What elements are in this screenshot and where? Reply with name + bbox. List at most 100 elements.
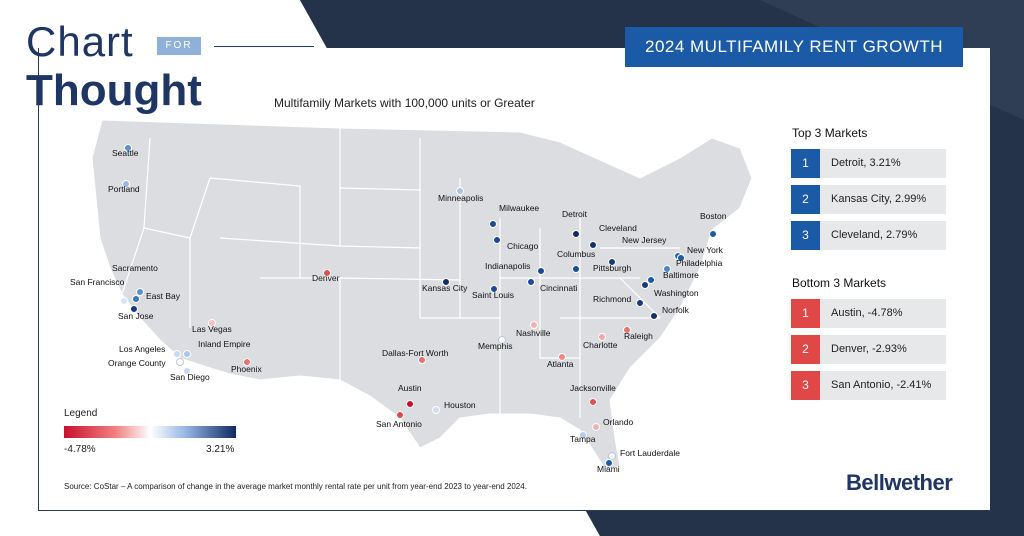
- rank-text: Detroit, 3.21%: [831, 157, 901, 169]
- market-dot: [530, 321, 538, 329]
- market-label: Portland: [108, 184, 140, 194]
- rank-number: 1: [791, 299, 820, 328]
- market-dot: [677, 254, 685, 262]
- market-label: Chicago: [507, 241, 539, 251]
- market-label: Las Vegas: [192, 324, 232, 334]
- market-dot: [641, 281, 649, 289]
- legend-title: Legend: [64, 408, 98, 419]
- market-label: Norfolk: [662, 305, 689, 315]
- market-label: Orange County: [108, 358, 166, 368]
- market-dot: [589, 241, 597, 249]
- source-note: Source: CoStar – A comparison of change …: [64, 482, 527, 491]
- market-label: Denver: [312, 273, 340, 283]
- market-label: Miami: [597, 464, 620, 474]
- market-label: Austin: [398, 383, 422, 393]
- top3-row: 2 Kansas City, 2.99%: [791, 185, 946, 214]
- market-label: Seattle: [112, 148, 139, 158]
- market-label: Fort Lauderdale: [620, 448, 681, 458]
- market-dot: [558, 353, 566, 361]
- market-label: Philadelphia: [676, 258, 723, 268]
- market-dot: [527, 278, 535, 286]
- market-label: Minneapolis: [438, 193, 484, 203]
- market-label: Inland Empire: [198, 339, 251, 349]
- market-dot: [608, 258, 616, 266]
- logo-chart-text: Chart: [26, 18, 134, 65]
- market-dot: [183, 367, 191, 375]
- market-label: Raleigh: [624, 331, 653, 341]
- us-map: [91, 119, 753, 471]
- market-label: Baltimore: [663, 270, 699, 280]
- market-label: Richmond: [593, 294, 632, 304]
- market-label: San Jose: [118, 311, 154, 321]
- bellwether-logo: Bellwether: [846, 470, 953, 495]
- market-label: New Jersey: [622, 235, 667, 245]
- market-label: Indianapolis: [485, 261, 531, 271]
- market-label: Boston: [700, 211, 727, 221]
- market-dot: [176, 358, 184, 366]
- market-label: San Francisco: [70, 277, 125, 287]
- market-label: Orlando: [603, 417, 634, 427]
- market-dot: [406, 400, 414, 408]
- market-dot: [396, 411, 404, 419]
- market-label: Houston: [444, 400, 476, 410]
- market-label: Phoenix: [231, 364, 262, 374]
- bottom3-heading: Bottom 3 Markets: [792, 276, 887, 290]
- market-label: Detroit: [562, 209, 588, 219]
- market-dot: [598, 333, 606, 341]
- rank-text: Austin, -4.78%: [831, 307, 903, 319]
- market-label: Columbus: [557, 249, 596, 259]
- market-dot: [489, 220, 497, 228]
- market-label: East Bay: [146, 291, 181, 301]
- legend-gradient: [64, 426, 236, 438]
- market-dot: [572, 230, 580, 238]
- market-label: Sacramento: [112, 263, 158, 273]
- rank-number: 3: [791, 371, 820, 400]
- market-dot: [579, 431, 587, 439]
- rank-number: 3: [791, 221, 820, 250]
- market-dot: [243, 358, 251, 366]
- market-label: Memphis: [478, 341, 513, 351]
- market-label: San Antonio: [376, 419, 422, 429]
- market-dot: [132, 295, 140, 303]
- market-dot: [124, 144, 132, 152]
- market-label: Dallas-Fort Worth: [382, 348, 449, 358]
- market-dot: [122, 180, 130, 188]
- market-dot: [592, 423, 600, 431]
- bottom3-row: 2 Denver, -2.93%: [791, 335, 946, 364]
- market-label: Jacksonville: [570, 383, 616, 393]
- market-label: Cincinnati: [540, 283, 578, 293]
- logo-for-badge: FOR: [157, 37, 201, 55]
- market-dot: [490, 285, 498, 293]
- map-subtitle: Multifamily Markets with 100,000 units o…: [274, 96, 535, 110]
- top3-heading: Top 3 Markets: [792, 126, 868, 140]
- market-dot: [208, 319, 216, 327]
- market-dot: [120, 297, 128, 305]
- market-label: Pittsburgh: [593, 263, 632, 273]
- page-title: 2024 MULTIFAMILY RENT GROWTH: [625, 27, 963, 67]
- rank-text: Kansas City, 2.99%: [831, 193, 927, 205]
- market-dot: [183, 350, 191, 358]
- market-label: New York: [687, 245, 723, 255]
- market-dot: [636, 299, 644, 307]
- market-label: Milwaukee: [499, 203, 540, 213]
- market-dot: [589, 398, 597, 406]
- market-label: Kansas City: [422, 283, 468, 293]
- market-label: Los Angeles: [119, 344, 166, 354]
- us-land-shape: [91, 119, 753, 471]
- market-label: Cleveland: [599, 223, 637, 233]
- market-dot: [709, 230, 717, 238]
- legend-max: 3.21%: [206, 444, 235, 455]
- market-dot: [130, 305, 138, 313]
- market-dot: [323, 269, 331, 277]
- rank-number: 2: [791, 335, 820, 364]
- legend-min: -4.78%: [64, 444, 96, 455]
- rank-text: San Antonio, -2.41%: [831, 379, 932, 391]
- content-frame: [38, 48, 991, 511]
- market-dot: [572, 265, 580, 273]
- market-dot: [493, 236, 501, 244]
- market-label: Saint Louis: [472, 290, 515, 300]
- market-dot: [418, 356, 426, 364]
- market-dot: [498, 336, 506, 344]
- rank-number: 2: [791, 185, 820, 214]
- market-dot: [537, 267, 545, 275]
